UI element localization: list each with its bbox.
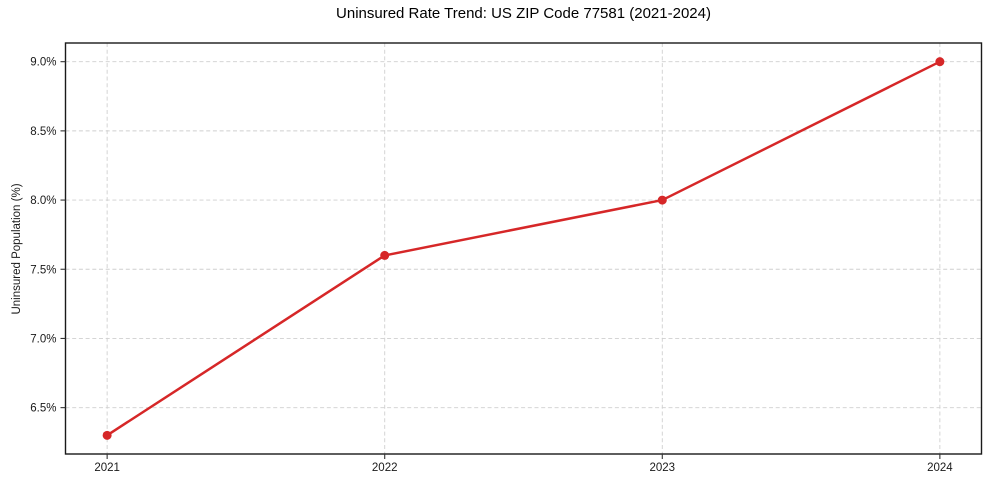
- x-tick-label: 2022: [372, 462, 398, 474]
- data-point: [935, 57, 945, 67]
- plot-area: 6.5% 7.0% 7.5% 8.0% 8.5% 9.0% 2021 2022 2023 2024: [30, 42, 983, 474]
- chart-title: Uninsured Rate Trend: US ZIP Code 77581 …: [336, 5, 711, 22]
- y-tick-label: 7.5%: [30, 264, 56, 276]
- y-axis-label: Uninsured Population (%): [11, 183, 23, 314]
- y-tick-label: 8.0%: [30, 195, 56, 207]
- trend-line: [105, 60, 942, 437]
- y-tick-label: 9.0%: [30, 57, 56, 69]
- y-tick-label: 6.5%: [30, 403, 56, 415]
- data-point: [657, 195, 667, 205]
- data-point: [102, 430, 112, 440]
- y-tick-label: 7.0%: [30, 333, 56, 345]
- x-tick-label: 2021: [94, 462, 120, 474]
- x-tick-label: 2024: [927, 462, 953, 474]
- x-tick-label: 2023: [649, 462, 675, 474]
- data-point: [380, 250, 390, 260]
- plot-border: [64, 42, 983, 455]
- y-tick-label: 8.5%: [30, 126, 56, 138]
